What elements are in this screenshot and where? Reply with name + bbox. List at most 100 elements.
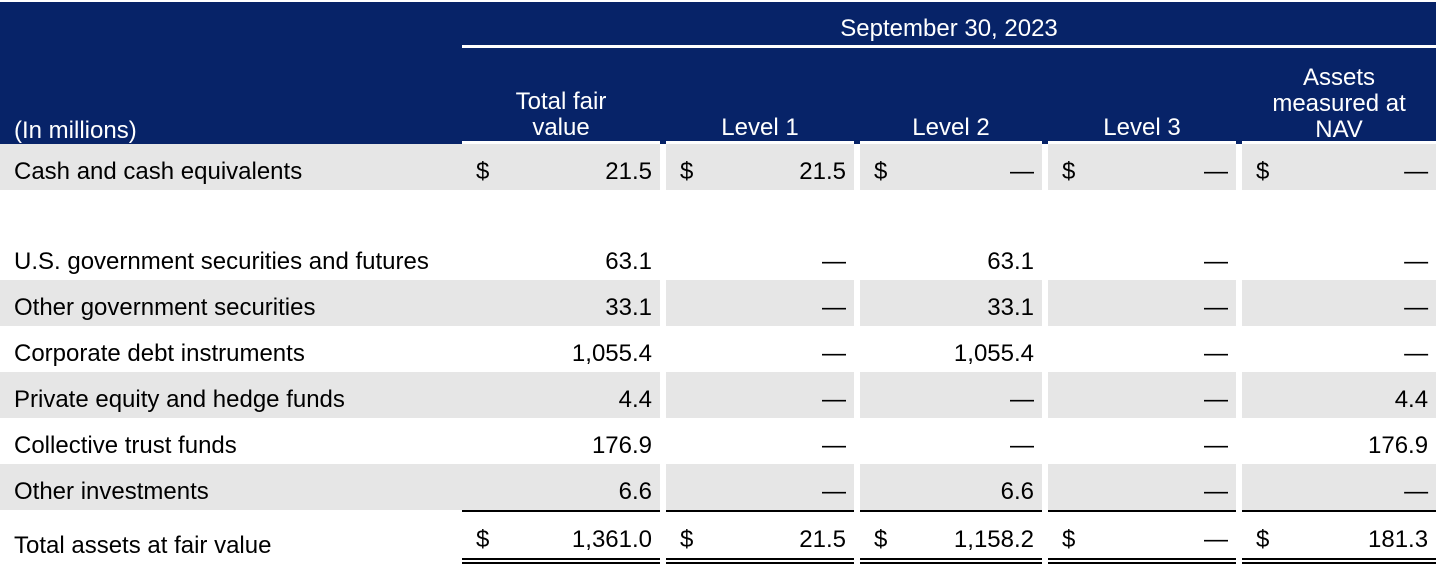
cell-level-1: — bbox=[716, 372, 854, 418]
currency-symbol bbox=[860, 190, 910, 280]
row-label: U.S. government securities and futures bbox=[14, 248, 429, 275]
currency-symbol bbox=[462, 190, 512, 280]
currency-symbol: $ bbox=[666, 510, 716, 564]
table-row: Corporate debt instruments 1,055.4 — 1,055.… bbox=[0, 326, 1436, 372]
cell-total-fair-value: 6.6 bbox=[512, 464, 660, 510]
table-body: Cash and cash equivalents $21.5 $21.5 $ — $ — $… bbox=[0, 144, 1436, 564]
cell-nav: — bbox=[1292, 144, 1436, 190]
cell-nav: 181.3 bbox=[1292, 510, 1436, 564]
row-label: Corporate debt instruments bbox=[14, 340, 305, 367]
currency-symbol bbox=[666, 418, 716, 464]
cell-total-fair-value: 176.9 bbox=[591, 432, 652, 459]
cell-level-1: — bbox=[822, 340, 846, 367]
currency-symbol bbox=[1242, 280, 1292, 326]
currency-symbol bbox=[462, 464, 512, 510]
currency-symbol bbox=[1048, 326, 1098, 372]
currency-symbol bbox=[860, 464, 910, 510]
currency-symbol: $ bbox=[462, 510, 512, 564]
cell-level-1: — bbox=[822, 248, 846, 275]
table-row: Private equity and hedge funds 4.4 — — — 4.4 bbox=[0, 372, 1436, 418]
table-row: Collective trust funds 176.9 — — — 176.9 bbox=[0, 418, 1436, 464]
cell-level-1: — bbox=[716, 464, 854, 510]
cell-nav: — bbox=[1292, 464, 1436, 510]
currency-symbol: $ bbox=[860, 144, 910, 190]
table-row: Other government securities 33.1 — 33.1 — — bbox=[0, 280, 1436, 326]
row-label: Total assets at fair value bbox=[14, 532, 272, 559]
cell-level-3: — bbox=[1098, 510, 1236, 564]
cell-level-3: — bbox=[1098, 464, 1236, 510]
cell-nav: — bbox=[1404, 340, 1429, 367]
currency-symbol bbox=[860, 326, 910, 372]
cell-level-2: 63.1 bbox=[987, 248, 1034, 275]
currency-symbol: $ bbox=[462, 144, 512, 190]
row-label: Private equity and hedge funds bbox=[0, 372, 462, 418]
currency-symbol bbox=[1242, 464, 1292, 510]
col-header-assets-at-nav: Assets measured at NAV bbox=[1242, 48, 1436, 144]
total-row: Total assets at fair value $1,361.0 $21.5 $… bbox=[0, 510, 1436, 564]
currency-symbol bbox=[1242, 190, 1292, 280]
currency-symbol bbox=[1242, 326, 1292, 372]
table-row: Cash and cash equivalents $21.5 $21.5 $ — $ — $… bbox=[0, 144, 1436, 190]
currency-symbol bbox=[1048, 418, 1098, 464]
units-label: (In millions) bbox=[0, 48, 462, 144]
currency-symbol: $ bbox=[1242, 510, 1292, 564]
cell-level-2: — bbox=[910, 144, 1042, 190]
period-date-header: September 30, 2023 bbox=[462, 2, 1436, 48]
row-label: Cash and cash equivalents bbox=[0, 144, 462, 190]
currency-symbol bbox=[666, 280, 716, 326]
currency-symbol bbox=[462, 418, 512, 464]
currency-symbol bbox=[1242, 372, 1292, 418]
cell-level-1: 21.5 bbox=[716, 144, 854, 190]
currency-symbol bbox=[860, 372, 910, 418]
currency-symbol bbox=[1242, 418, 1292, 464]
cell-level-2: — bbox=[1010, 432, 1034, 459]
col-header-level-1: Level 1 bbox=[666, 48, 854, 144]
row-label: Other government securities bbox=[0, 280, 462, 326]
cell-level-3: — bbox=[1204, 432, 1228, 459]
cell-level-3: — bbox=[1098, 372, 1236, 418]
currency-symbol: $ bbox=[1242, 144, 1292, 190]
cell-total-fair-value: 1,055.4 bbox=[571, 340, 652, 367]
cell-level-1: 21.5 bbox=[716, 510, 854, 564]
currency-symbol bbox=[462, 372, 512, 418]
col-header-total-fair-value: Total fair value bbox=[462, 48, 660, 144]
cell-total-fair-value: 21.5 bbox=[512, 144, 660, 190]
currency-symbol: $ bbox=[860, 510, 910, 564]
cell-nav: — bbox=[1404, 248, 1429, 275]
cell-total-fair-value: 63.1 bbox=[605, 248, 652, 275]
currency-symbol bbox=[666, 190, 716, 280]
currency-symbol bbox=[462, 280, 512, 326]
currency-symbol bbox=[666, 372, 716, 418]
currency-symbol: $ bbox=[1048, 144, 1098, 190]
col-header-level-3: Level 3 bbox=[1048, 48, 1236, 144]
currency-symbol bbox=[1048, 372, 1098, 418]
cell-nav: 176.9 bbox=[1368, 432, 1429, 459]
cell-level-2: 33.1 bbox=[910, 280, 1042, 326]
currency-symbol bbox=[1048, 190, 1098, 280]
currency-symbol bbox=[1048, 464, 1098, 510]
cell-level-1: — bbox=[716, 280, 854, 326]
cell-nav: — bbox=[1292, 280, 1436, 326]
cell-level-3: — bbox=[1098, 280, 1236, 326]
cell-level-1: — bbox=[822, 432, 846, 459]
cell-total-fair-value: 1,361.0 bbox=[512, 510, 660, 564]
header-columns-row: (In millions) Total fair value Level 1 L… bbox=[0, 48, 1436, 144]
cell-level-2: 6.6 bbox=[910, 464, 1042, 510]
currency-symbol bbox=[860, 418, 910, 464]
cell-total-fair-value: 4.4 bbox=[512, 372, 660, 418]
cell-level-2: — bbox=[910, 372, 1042, 418]
cell-level-3: — bbox=[1098, 144, 1236, 190]
col-header-level-2: Level 2 bbox=[860, 48, 1042, 144]
currency-symbol: $ bbox=[666, 144, 716, 190]
row-label: Collective trust funds bbox=[14, 432, 237, 459]
cell-level-2: 1,158.2 bbox=[910, 510, 1042, 564]
cell-total-fair-value: 33.1 bbox=[512, 280, 660, 326]
table-row: U.S. government securities and futures 63… bbox=[0, 190, 1436, 280]
cell-level-2: 1,055.4 bbox=[953, 340, 1034, 367]
currency-symbol bbox=[860, 280, 910, 326]
cell-level-3: — bbox=[1204, 248, 1228, 275]
currency-symbol: $ bbox=[1048, 510, 1098, 564]
row-label: Other investments bbox=[0, 464, 462, 510]
